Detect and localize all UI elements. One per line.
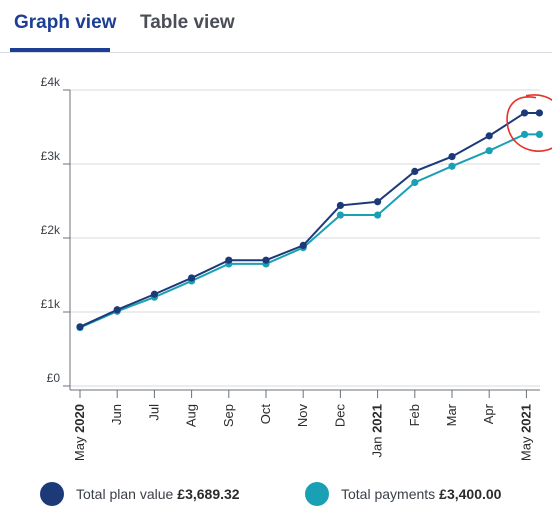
payments-swatch-icon [305, 482, 329, 506]
view-tabs: Graph view Table view [0, 0, 552, 53]
x-tick-label: Jun [109, 404, 124, 425]
plan-value-data-point [113, 306, 121, 314]
payments-data-point [520, 130, 529, 138]
chart-legend: Total plan value £3,689.32 Total payment… [0, 482, 552, 512]
legend-payments-label: Total payments [341, 486, 436, 502]
payments-data-point [485, 147, 493, 155]
x-tick-label: May 2021 [518, 404, 533, 461]
active-tab-indicator [10, 48, 110, 52]
plan-value-series-line [79, 111, 540, 328]
y-tick-label: £4k [41, 75, 61, 89]
x-tick-label: Sep [221, 404, 236, 427]
annotation-circle [506, 94, 552, 152]
plan-value-data-point [76, 323, 84, 331]
payments-data-point [535, 130, 544, 138]
tab-graph-view[interactable]: Graph view [14, 12, 117, 33]
payments-data-point [411, 178, 419, 187]
x-tick-label: Jul [146, 404, 161, 421]
plan-value-data-point [448, 153, 456, 161]
x-tick-label: Mar [444, 403, 459, 426]
legend-item-payments: Total payments £3,400.00 [305, 482, 501, 506]
plan-value-data-point [411, 167, 419, 175]
tab-table-view[interactable]: Table view [140, 12, 235, 33]
y-tick-label: £1k [41, 297, 61, 311]
plan-value-data-point [374, 198, 382, 206]
plan-value-data-point [188, 274, 196, 282]
x-tick-label: Oct [258, 404, 273, 425]
x-tick-label: Jan 2021 [370, 404, 385, 458]
plan-value-data-point [150, 290, 158, 298]
x-tick-label: Aug [184, 404, 199, 427]
payments-series-line [79, 133, 540, 329]
y-tick-label: £3k [41, 149, 61, 163]
x-tick-label: Feb [407, 404, 422, 426]
plan-value-data-point [299, 241, 307, 249]
plan-value-chart: £0 £1k £2k £3k £4k May 2020 Jun Jul Aug Sep Oct Nov… [41, 75, 552, 461]
legend-plan-label: Total plan value [76, 486, 174, 502]
payments-data-point [336, 211, 344, 219]
plan-value-data-point [520, 109, 529, 117]
plan-value-data-point [535, 109, 544, 117]
legend-plan-amount: £3,689.32 [177, 486, 240, 502]
plan-value-data-point [485, 132, 493, 140]
x-tick-label: Apr [481, 403, 496, 424]
legend-item-plan-value: Total plan value £3,689.32 [40, 482, 240, 506]
y-tick-label: £2k [41, 223, 61, 237]
payments-data-point [448, 162, 456, 170]
x-tick-label: Nov [295, 404, 310, 428]
plan-value-data-point [225, 256, 233, 264]
plan-value-data-point [262, 256, 270, 264]
legend-payments-amount: £3,400.00 [439, 486, 502, 502]
x-tick-label: Dec [332, 404, 347, 428]
plan-value-swatch-icon [40, 482, 64, 506]
payments-data-point [374, 211, 382, 219]
x-tick-label: May 2020 [72, 404, 87, 461]
y-tick-label: £0 [47, 371, 61, 385]
plan-value-data-point [336, 201, 344, 210]
